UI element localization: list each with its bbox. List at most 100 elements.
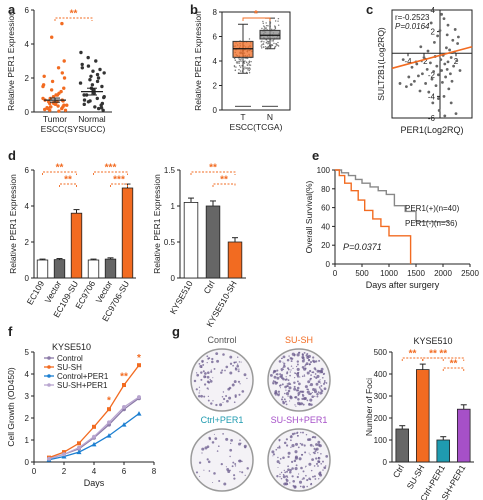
colony bbox=[281, 383, 284, 386]
data-point bbox=[429, 21, 433, 25]
well-label-1: SU-SH bbox=[285, 335, 313, 345]
data-point-normal bbox=[90, 83, 95, 87]
data-point-normal bbox=[78, 81, 83, 85]
colony bbox=[288, 355, 290, 357]
colony bbox=[198, 386, 201, 388]
significance-marker: ** bbox=[439, 349, 447, 360]
y-axis-label: Relative PER1 Expression bbox=[6, 11, 16, 111]
jitter-point bbox=[277, 20, 279, 22]
colony bbox=[296, 431, 299, 434]
colony bbox=[203, 383, 207, 386]
jitter-point bbox=[248, 64, 251, 66]
data-point bbox=[442, 95, 446, 98]
colony bbox=[243, 444, 247, 448]
colony bbox=[290, 439, 292, 442]
colony bbox=[294, 377, 296, 379]
jitter-point bbox=[263, 46, 265, 48]
colony bbox=[313, 436, 317, 439]
colony bbox=[302, 431, 304, 434]
colony bbox=[237, 370, 240, 373]
colony bbox=[317, 452, 319, 454]
significance-marker: ** bbox=[220, 175, 228, 186]
y-tick-label: 5 bbox=[25, 348, 30, 357]
colony bbox=[276, 460, 280, 464]
data-point bbox=[439, 58, 443, 62]
colony bbox=[296, 475, 299, 479]
colony bbox=[305, 362, 309, 366]
data-point-normal bbox=[88, 78, 92, 82]
data-point bbox=[457, 35, 460, 39]
colony bbox=[318, 359, 321, 362]
colony bbox=[317, 465, 319, 467]
y-tick-label: -6 bbox=[428, 114, 436, 123]
growth-point bbox=[136, 411, 142, 416]
colony bbox=[296, 372, 300, 376]
legend-label: SU-SH+PER1 bbox=[57, 381, 108, 390]
data-point-tumor bbox=[59, 89, 63, 94]
jitter-point bbox=[267, 40, 270, 43]
y-axis-label: Number of Foci bbox=[364, 378, 374, 436]
colony bbox=[311, 371, 314, 374]
data-point-tumor bbox=[57, 109, 61, 113]
colony bbox=[292, 484, 295, 487]
colony bbox=[207, 460, 211, 464]
data-point-normal bbox=[86, 64, 91, 68]
growth-point bbox=[121, 422, 127, 427]
colony bbox=[216, 450, 219, 452]
colony bbox=[323, 381, 326, 384]
colony bbox=[201, 452, 203, 454]
x-axis-label: ESCC(TCGA) bbox=[230, 122, 283, 132]
jitter-point bbox=[267, 25, 269, 27]
colony bbox=[306, 388, 309, 391]
colony bbox=[230, 442, 232, 445]
colony bbox=[284, 471, 287, 474]
colony bbox=[296, 367, 300, 371]
significance-bracket bbox=[93, 171, 128, 175]
colony bbox=[213, 367, 216, 370]
data-point bbox=[398, 82, 402, 85]
legend-per1-pos: PER1(+)(n=40) bbox=[405, 204, 460, 213]
data-point bbox=[407, 75, 411, 79]
colony bbox=[322, 382, 326, 385]
colony bbox=[302, 485, 306, 489]
data-point bbox=[417, 74, 420, 78]
x-category-label: Tumor bbox=[43, 114, 67, 124]
data-point bbox=[419, 45, 423, 49]
panel-b-boxplot: 0 2 4 6 8 Relative PER1 Expression T NESCC(TCGA… bbox=[193, 8, 291, 132]
colony bbox=[206, 361, 208, 364]
colony bbox=[198, 392, 200, 394]
data-point bbox=[440, 12, 443, 16]
data-point bbox=[422, 56, 426, 59]
colony bbox=[309, 398, 313, 402]
culture-well-2 bbox=[190, 428, 254, 492]
colony bbox=[303, 351, 306, 354]
colony bbox=[277, 393, 280, 397]
colony bbox=[315, 382, 319, 386]
colony bbox=[285, 378, 288, 381]
colony bbox=[216, 359, 220, 363]
colony bbox=[304, 385, 308, 389]
jitter-point bbox=[239, 59, 242, 61]
colony bbox=[238, 393, 241, 396]
colony bbox=[298, 457, 302, 461]
p-value: P=0.0371 bbox=[343, 242, 382, 252]
colony bbox=[241, 460, 243, 463]
y-tick-label: 100 bbox=[374, 436, 388, 445]
colony bbox=[284, 392, 286, 395]
colony bbox=[229, 455, 231, 458]
bar-1 bbox=[205, 205, 221, 279]
colony bbox=[289, 468, 292, 472]
y-tick-label: 2 bbox=[213, 82, 218, 91]
colony bbox=[291, 432, 295, 436]
y-tick-label: 100 bbox=[317, 166, 331, 175]
colony bbox=[312, 451, 315, 454]
colony bbox=[207, 381, 211, 384]
colony bbox=[282, 377, 285, 381]
significance-marker: *** bbox=[105, 163, 117, 174]
jitter-point bbox=[234, 59, 237, 61]
colony bbox=[320, 388, 322, 391]
colony bbox=[320, 367, 324, 371]
colony bbox=[218, 479, 221, 483]
colony bbox=[307, 354, 311, 358]
colony bbox=[283, 365, 286, 368]
